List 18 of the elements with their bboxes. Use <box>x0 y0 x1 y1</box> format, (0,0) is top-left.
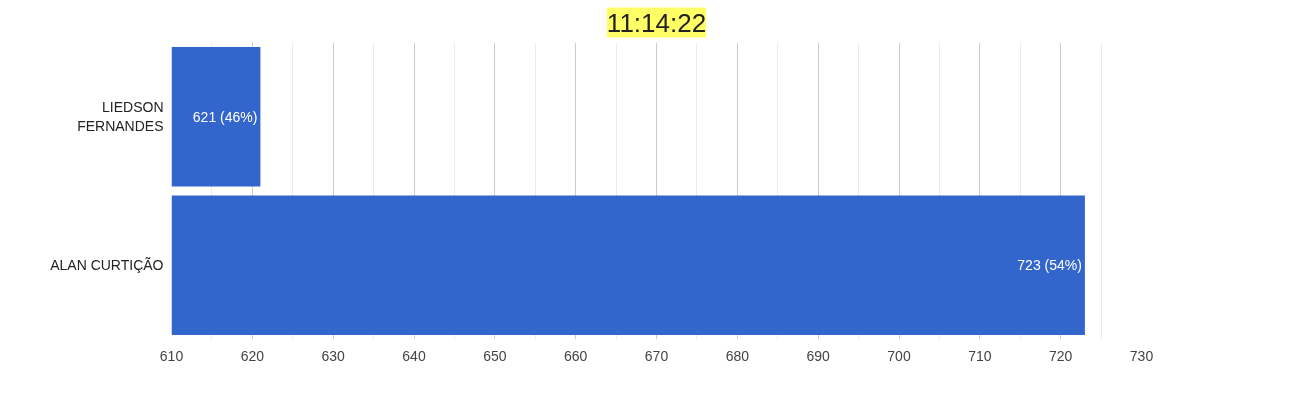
data-label: 723 (54%) <box>1017 257 1082 274</box>
x-tick-label: 700 <box>887 347 911 364</box>
y-tick-label: LIEDSON FERNANDES <box>77 99 164 135</box>
x-tick-label: 690 <box>806 347 831 364</box>
x-tick-label: 670 <box>644 347 669 364</box>
x-tick-label: 730 <box>1129 347 1154 364</box>
chart-title: 11:14:22 <box>606 7 707 38</box>
y-tick-label: ALAN CURTIÇÃO <box>50 257 164 274</box>
x-tick-label: 650 <box>483 347 507 364</box>
data-label: 621 (46%) <box>192 108 258 125</box>
x-tick-label: 660 <box>563 347 588 364</box>
x-tick-label: 680 <box>725 347 750 364</box>
x-tick-label: 630 <box>321 347 346 364</box>
x-tick-label: 640 <box>402 347 426 364</box>
x-tick-label: 610 <box>159 347 184 364</box>
x-tick-label: 720 <box>1048 347 1073 364</box>
x-tick-label: 710 <box>968 347 992 364</box>
x-tick-label: 620 <box>240 347 265 364</box>
